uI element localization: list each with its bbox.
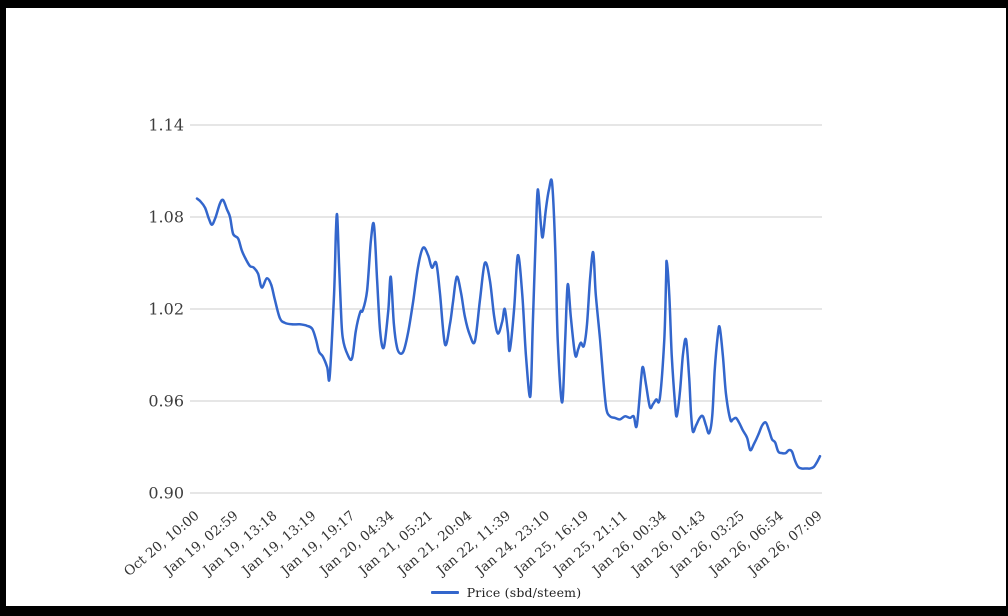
price-line xyxy=(195,178,822,470)
legend-label: Price (sbd/steem) xyxy=(466,584,582,600)
y-axis-label: 0.90 xyxy=(148,484,184,503)
y-axis-label: 1.08 xyxy=(148,208,184,227)
chart-area: 1.14 1.08 1.02 0.96 0.90 Oct 20, 10:00 Jan 19,… xyxy=(6,8,1006,606)
y-axis-label: 0.96 xyxy=(148,392,184,411)
legend: Price (sbd/steem) xyxy=(6,582,1006,602)
legend-swatch-line xyxy=(430,590,459,594)
y-axis-label: 1.14 xyxy=(148,116,184,135)
y-axis-label: 1.02 xyxy=(148,300,184,319)
